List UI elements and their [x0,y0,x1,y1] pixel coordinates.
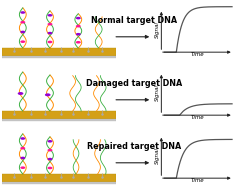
Circle shape [18,92,23,95]
Text: Time: Time [190,52,204,57]
Circle shape [20,31,25,33]
Circle shape [20,157,25,159]
Text: Damaged target DNA: Damaged target DNA [86,79,182,88]
Text: Signal: Signal [155,147,160,164]
Circle shape [47,14,53,17]
FancyBboxPatch shape [2,56,116,58]
Circle shape [76,25,81,27]
Text: Signal: Signal [155,84,160,101]
Circle shape [47,32,53,34]
Circle shape [20,137,25,140]
FancyBboxPatch shape [2,119,116,121]
Text: Repaired target DNA: Repaired target DNA [87,142,181,151]
Circle shape [20,166,25,169]
FancyBboxPatch shape [2,111,116,119]
Circle shape [20,40,25,43]
Circle shape [47,23,53,26]
Circle shape [47,140,53,143]
Text: Normal target DNA: Normal target DNA [91,16,177,25]
Circle shape [20,147,25,149]
Circle shape [47,167,53,169]
Text: Signal: Signal [155,21,160,38]
FancyBboxPatch shape [2,48,116,56]
Circle shape [76,33,81,36]
Circle shape [20,21,25,23]
Circle shape [76,41,81,44]
FancyBboxPatch shape [2,174,116,182]
Circle shape [76,17,81,19]
Circle shape [47,149,53,152]
Circle shape [20,11,25,14]
FancyBboxPatch shape [2,182,116,184]
Text: Time: Time [190,115,204,120]
Circle shape [47,158,53,160]
Circle shape [47,41,53,43]
Text: Time: Time [190,178,204,183]
Circle shape [45,93,51,96]
